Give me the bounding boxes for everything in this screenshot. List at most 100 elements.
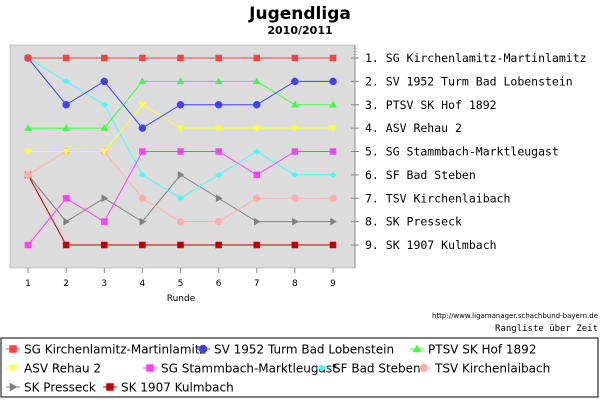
data-point [139, 241, 146, 249]
data-point [24, 241, 32, 249]
data-point [101, 218, 108, 225]
data-point [176, 101, 185, 109]
legend-box [0, 337, 599, 398]
y-axis-right [351, 45, 359, 268]
data-point [215, 194, 223, 203]
data-point [329, 100, 337, 108]
data-point [291, 241, 299, 249]
data-point [329, 125, 337, 133]
data-point [62, 241, 70, 249]
data-point [176, 195, 185, 202]
data-point [215, 241, 222, 249]
data-point [24, 54, 32, 62]
data-point [253, 171, 260, 179]
x-tick-label: 4 [140, 279, 146, 289]
legend-swatch-marker [8, 364, 18, 373]
data-point [139, 54, 146, 62]
x-axis-label: Runde [167, 294, 196, 304]
x-tick-label: 8 [292, 279, 298, 289]
series-layer [24, 54, 337, 249]
data-point [101, 194, 109, 203]
legend-swatch-marker [106, 383, 114, 391]
data-point [100, 77, 108, 86]
legend-swatch-marker [9, 345, 17, 353]
legend-label: PTSV SK Hof 1892 [428, 343, 536, 357]
legend-item: SG Stammbach-Marktleugast [143, 362, 337, 376]
data-point [253, 101, 261, 109]
data-point [138, 124, 147, 132]
legend-label: ASV Rehau 2 [24, 362, 101, 376]
data-point [24, 148, 32, 156]
data-point [139, 217, 147, 226]
series-ptsv-sk-hof-1892 [24, 77, 337, 131]
data-point [214, 125, 223, 133]
data-point [138, 172, 147, 178]
x-tick-label: 3 [101, 279, 107, 289]
data-point [177, 148, 184, 155]
x-tick-label: 5 [178, 279, 184, 289]
legend-swatch-marker [412, 344, 422, 353]
rank-label: 4. ASV Rehau 2 [365, 121, 462, 135]
data-point [329, 172, 337, 178]
data-point [176, 217, 185, 226]
data-point [252, 125, 261, 133]
data-point [100, 124, 109, 131]
data-point [24, 171, 32, 179]
data-point [176, 125, 185, 133]
legend-item: SF Bad Steben [315, 362, 421, 376]
data-point [254, 217, 261, 226]
rank-label: 1. SG Kirchenlamitz-Martinlamitz [365, 51, 587, 65]
legend-label: SK 1907 Kulmbach [121, 381, 234, 395]
data-point [253, 241, 260, 249]
data-point [63, 217, 71, 226]
data-point [214, 172, 223, 178]
x-tick-label: 7 [254, 279, 260, 289]
x-tick-label: 2 [63, 279, 69, 289]
data-point [100, 101, 109, 108]
legend-label: SV 1952 Turm Bad Lobenstein [214, 343, 394, 357]
legend-label: SF Bad Steben [333, 362, 421, 376]
data-point [138, 102, 147, 109]
data-point [292, 217, 299, 226]
data-point [253, 54, 260, 62]
data-point [62, 101, 70, 109]
legend-item: SG Kirchenlamitz-Martinlamitz [6, 343, 206, 357]
series-sg-stammbach-marktleugast [24, 148, 337, 249]
data-point [138, 77, 147, 85]
legend: SG Kirchenlamitz-Martinlamitz SV 1952 Tur… [6, 343, 550, 395]
data-point [24, 124, 32, 131]
data-point [177, 170, 185, 179]
legend-item: TSV Kirchenlaibach [417, 362, 550, 376]
legend-swatch-marker [317, 364, 327, 372]
data-point [101, 54, 108, 62]
x-tick-label: 6 [216, 279, 222, 289]
rank-label: 3. PTSV SK Hof 1892 [365, 98, 497, 112]
data-point [329, 54, 337, 62]
series-asv-rehau-2 [24, 102, 337, 156]
legend-label: SG Kirchenlamitz-Martinlamitz [24, 343, 206, 357]
data-point [252, 148, 261, 155]
data-point [176, 77, 185, 85]
legend-item: SK Presseck [6, 381, 96, 395]
chart-title: Jugendliga [248, 4, 351, 24]
legend-label: SG Stammbach-Marktleugast [161, 362, 337, 376]
data-point [177, 54, 184, 62]
x-tick-label: 1 [25, 279, 31, 289]
data-point [291, 54, 299, 62]
footer-url: http://www.ligamanager.schachbund-bayern… [432, 312, 598, 320]
series-sg-kirchenlamitz-martinlamitz [24, 54, 337, 62]
data-point [62, 124, 71, 131]
data-point [290, 125, 299, 133]
footer-caption: Rangliste über Zeit [495, 324, 598, 334]
rank-label: 8. SK Presseck [365, 215, 462, 229]
data-point [291, 194, 299, 202]
data-point [214, 217, 223, 226]
legend-item: SV 1952 Turm Bad Lobenstein [196, 343, 394, 357]
series-sk-1907-kulmbach [24, 171, 337, 249]
data-point [329, 241, 337, 249]
data-point [215, 54, 222, 62]
x-axis: 1 2 3 4 5 6 7 8 9 [25, 268, 336, 289]
data-point [330, 217, 337, 226]
chart-subtitle: 2010/2011 [267, 24, 332, 37]
